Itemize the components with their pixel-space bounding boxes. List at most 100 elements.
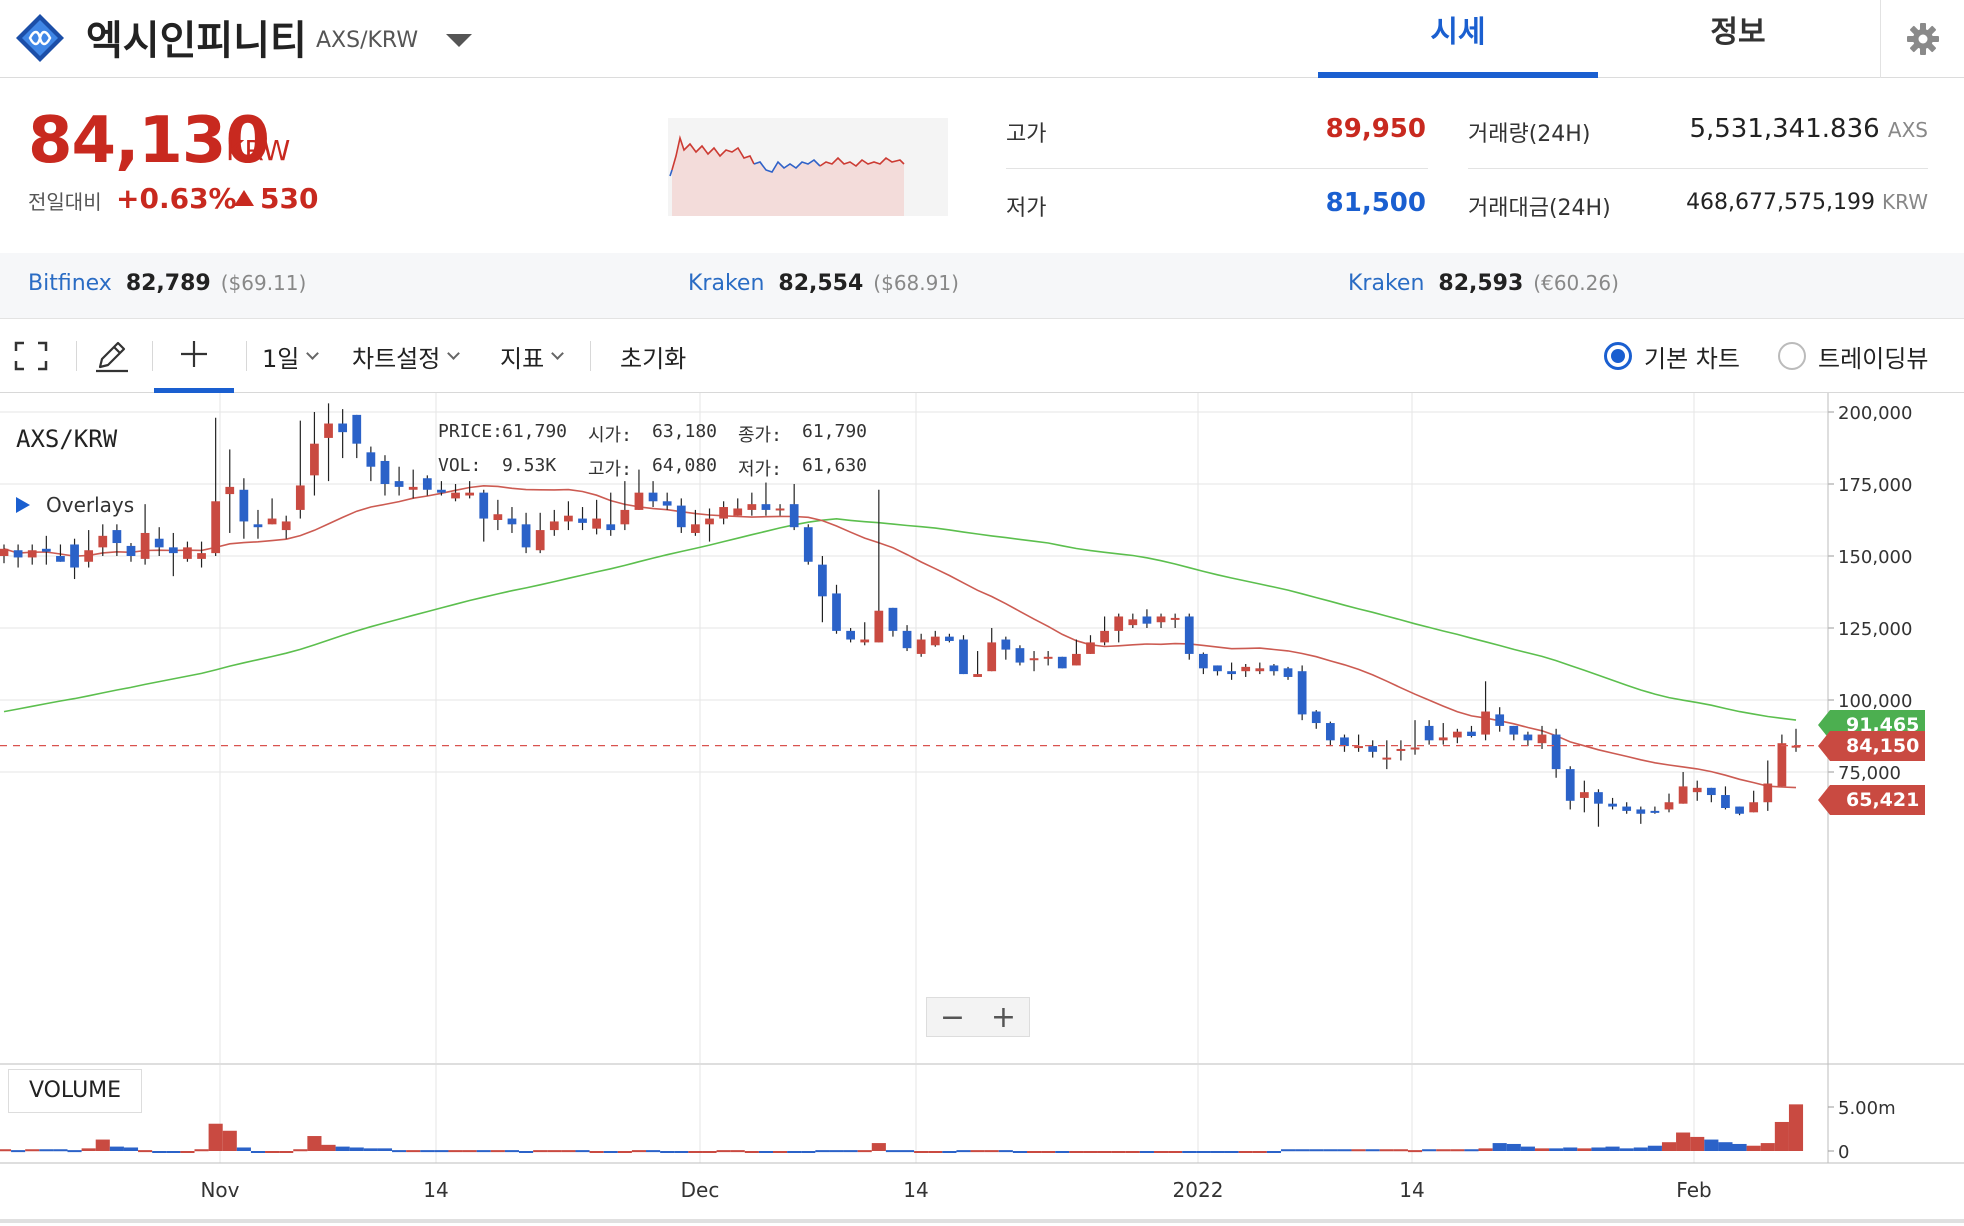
candle	[1255, 662, 1265, 675]
candle-body	[521, 524, 531, 548]
candle	[1156, 613, 1166, 628]
interval-select[interactable]: 1일	[262, 319, 320, 393]
candle-body	[239, 489, 249, 522]
volume-bar	[801, 1151, 816, 1153]
chevron-down-icon[interactable]	[446, 34, 472, 47]
candle-body	[620, 509, 630, 525]
exchange-prices: Bitfinex 82,789 ($69.11) Kraken 82,554 ($68.…	[0, 253, 1964, 319]
volume-bar	[152, 1151, 167, 1153]
candle	[789, 484, 799, 531]
candle-body	[1579, 792, 1589, 798]
volume-bar	[1746, 1145, 1761, 1151]
draw-button[interactable]	[94, 319, 134, 393]
reset-button[interactable]: 초기화	[620, 344, 687, 373]
x-tick-label: Feb	[1676, 1178, 1711, 1202]
candle	[1678, 772, 1688, 804]
volume-bar	[970, 1150, 985, 1153]
tradingview-radio[interactable]: 트레이딩뷰	[1778, 319, 1928, 393]
candle	[846, 628, 855, 643]
candle	[818, 556, 827, 623]
overlays-toggle[interactable]: Overlays	[16, 493, 134, 517]
zoom-out-button[interactable]: −	[939, 999, 966, 1035]
volume-bar	[1168, 1151, 1183, 1153]
candle	[1340, 734, 1349, 752]
candle	[549, 509, 559, 536]
candle	[225, 449, 235, 533]
low-value: 81,500	[1325, 188, 1426, 218]
candle	[437, 481, 446, 496]
candle-body	[1043, 656, 1053, 659]
candle	[1438, 723, 1448, 745]
candle-body	[606, 524, 616, 531]
candle	[592, 499, 602, 535]
volume-bar	[758, 1151, 774, 1153]
candle-body	[1198, 653, 1208, 669]
coin-name: 엑시인피니티	[86, 18, 307, 64]
divider	[1468, 168, 1928, 169]
indicators-select[interactable]: 지표	[500, 319, 565, 393]
candle-body	[691, 524, 700, 533]
candle	[295, 420, 305, 519]
chart-settings-select[interactable]: 차트설정	[352, 319, 461, 393]
candle	[98, 524, 108, 556]
candle-body	[930, 636, 940, 646]
volume-bar	[617, 1151, 632, 1153]
candle	[1410, 720, 1420, 755]
high-value: 89,950	[1325, 114, 1426, 144]
exchange-item[interactable]: Bitfinex 82,789 ($69.11)	[28, 271, 306, 296]
price-chart[interactable]: 200,000 175,000 150,000 125,000 100,000 75,00…	[0, 393, 1964, 1226]
volume-bar	[1210, 1151, 1225, 1153]
candle	[1481, 681, 1490, 741]
tab-info[interactable]: 정보	[1710, 15, 1766, 50]
volume-bar	[1774, 1121, 1789, 1151]
volume-bar	[1238, 1151, 1253, 1153]
volume-bar	[1252, 1151, 1267, 1153]
candle	[1057, 656, 1067, 669]
header: 엑시인피니티 AXS/KRW 시세 정보	[0, 0, 1964, 78]
candle-body	[803, 527, 813, 562]
candle-body	[41, 548, 51, 552]
volume-bar	[942, 1151, 957, 1153]
volume-bar	[462, 1150, 477, 1153]
ohlc-close-label: 종가:	[738, 425, 782, 446]
volume-bar	[123, 1147, 139, 1151]
candle-body	[564, 515, 573, 522]
basic-chart-radio[interactable]: 기본 차트	[1604, 319, 1740, 393]
volume-bar	[434, 1150, 449, 1153]
candle-body	[324, 423, 333, 438]
volume-bar	[519, 1151, 534, 1153]
candle-body	[874, 610, 884, 643]
volume-bar	[1732, 1143, 1747, 1151]
volume-bar	[843, 1150, 858, 1153]
candle-body	[1297, 671, 1307, 715]
candle-body	[846, 630, 855, 640]
exchange-item[interactable]: Kraken 82,593 (€60.26)	[1348, 271, 1619, 296]
candlestick-chart[interactable]: 200,000 175,000 150,000 125,000 100,000 75,00…	[0, 393, 1964, 1226]
zoom-in-button[interactable]: +	[990, 999, 1017, 1035]
fullscreen-button[interactable]	[14, 319, 64, 393]
candle-body	[98, 535, 108, 548]
mini-chart[interactable]	[668, 118, 948, 216]
ohlc-open-value: 63,180	[652, 421, 718, 442]
candle	[1735, 806, 1744, 816]
settings-button[interactable]	[1880, 0, 1964, 78]
tab-price[interactable]: 시세	[1318, 0, 1598, 78]
volume-bar	[53, 1149, 68, 1152]
interval-label: 1일	[262, 344, 300, 373]
exchange-item[interactable]: Kraken 82,554 ($68.91)	[688, 271, 959, 296]
crosshair-button[interactable]	[154, 319, 234, 393]
volume-bar	[307, 1136, 322, 1151]
volume-bar	[1365, 1149, 1380, 1152]
candle-body	[1410, 747, 1420, 750]
candle	[1664, 793, 1674, 813]
current-price: 84,130	[28, 104, 270, 178]
y-tick-label: 125,000	[1838, 619, 1912, 640]
volume-bar	[1436, 1149, 1451, 1152]
volume-bar	[787, 1151, 802, 1153]
volume-bar	[1083, 1151, 1098, 1153]
volume-bar	[1450, 1149, 1465, 1152]
candle-body	[1678, 786, 1688, 804]
candle-body	[733, 508, 743, 516]
volume-bar	[476, 1150, 491, 1153]
candle	[324, 403, 333, 482]
